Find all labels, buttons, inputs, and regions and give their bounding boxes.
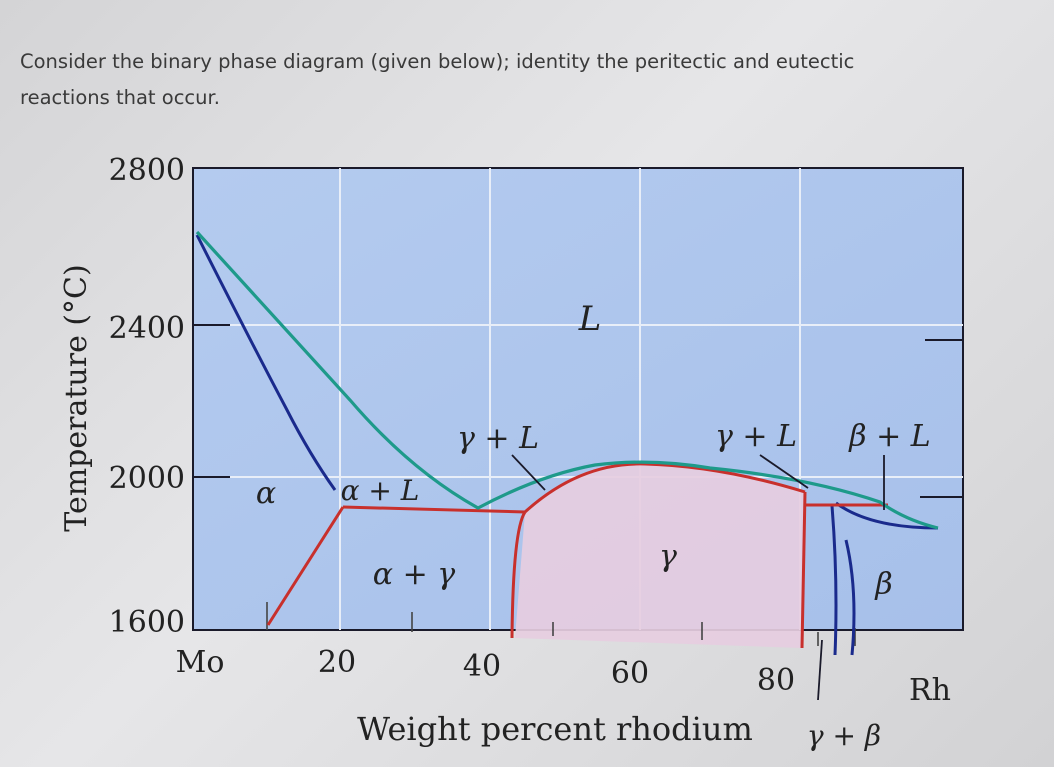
y-axis-title: Temperature (°C) bbox=[59, 264, 94, 531]
gamma-right-boundary bbox=[800, 491, 807, 649]
gamma-region-fill bbox=[515, 461, 805, 648]
red-phase-boundaries bbox=[266, 462, 888, 649]
beta-solidus-line bbox=[835, 501, 939, 530]
label-beta: β bbox=[874, 567, 892, 602]
x-tick-80: 80 bbox=[757, 663, 795, 698]
x-tick-40: 40 bbox=[463, 649, 501, 684]
alpha-solvus-line bbox=[266, 506, 345, 626]
x-tick-60: 60 bbox=[611, 656, 649, 691]
label-liquid: L bbox=[578, 299, 602, 339]
gamma-left-boundary bbox=[510, 511, 527, 639]
label-gamma-beta: γ + β bbox=[807, 719, 881, 752]
question-line-1: Consider the binary phase diagram (given… bbox=[20, 50, 855, 73]
y-tick-marks bbox=[193, 324, 230, 478]
right-axis-ticks bbox=[920, 339, 963, 498]
gamma-solidus bbox=[523, 462, 806, 514]
blue-phase-boundaries bbox=[195, 234, 939, 656]
bottom-inner-ticks bbox=[266, 602, 856, 646]
label-beta-liquid: β + L bbox=[848, 419, 930, 454]
label-alpha: α bbox=[256, 476, 276, 511]
x-left-end-label: Mo bbox=[176, 645, 225, 680]
liquidus-line bbox=[195, 230, 939, 530]
y-tick-1600: 1600 bbox=[109, 605, 185, 640]
label-gamma: γ bbox=[659, 539, 677, 574]
alpha-solidus-line bbox=[195, 234, 337, 491]
question-line-2: reactions that occur. bbox=[20, 86, 220, 109]
beta-right-line bbox=[844, 539, 856, 656]
y-tick-2800: 2800 bbox=[109, 153, 185, 188]
x-tick-20: 20 bbox=[318, 645, 356, 680]
label-gamma-liquid-right: γ + L bbox=[715, 419, 797, 454]
question-text: Consider the binary phase diagram (given… bbox=[20, 44, 1050, 116]
x-axis-title: Weight percent rhodium bbox=[357, 710, 753, 748]
label-alpha-gamma: α + γ bbox=[373, 557, 455, 592]
y-tick-2400: 2400 bbox=[109, 311, 185, 346]
x-right-end-label: Rh bbox=[909, 673, 951, 708]
peritectic-line-left bbox=[342, 505, 526, 514]
label-leader-lines bbox=[511, 454, 885, 701]
label-gamma-liquid-left: γ + L bbox=[457, 421, 539, 456]
beta-solvus-line bbox=[830, 505, 838, 656]
y-tick-2000: 2000 bbox=[109, 461, 185, 496]
label-alpha-liquid: α + L bbox=[341, 474, 420, 507]
